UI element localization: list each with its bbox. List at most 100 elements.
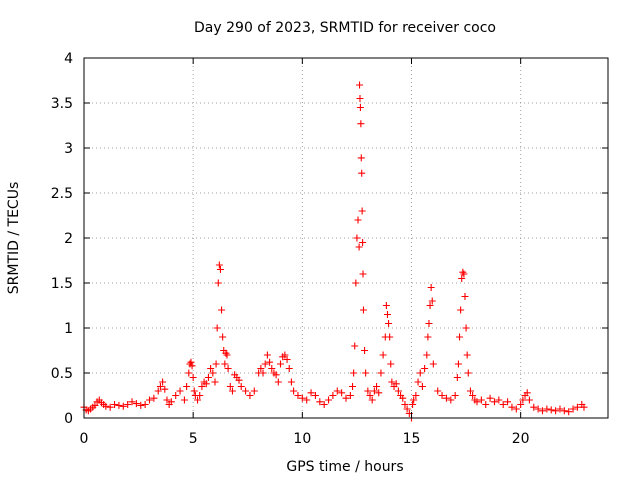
y-tick-label: 2.5 (51, 186, 73, 202)
data-point (426, 302, 434, 309)
data-point (486, 394, 494, 402)
data-point (466, 387, 474, 395)
data-point (161, 385, 169, 393)
data-point (351, 342, 359, 350)
data-point (425, 320, 433, 327)
data-point (456, 333, 464, 341)
data-point (490, 398, 498, 406)
data-point (427, 284, 435, 291)
data-point (188, 362, 196, 370)
data-point (547, 406, 555, 414)
data-point (447, 396, 455, 404)
x-tick-label: 20 (512, 431, 530, 447)
data-point (167, 398, 175, 406)
data-point (453, 374, 461, 381)
data-point (176, 387, 184, 395)
data-point (287, 378, 295, 386)
data-point (457, 306, 465, 314)
data-point (274, 378, 282, 386)
data-point (359, 306, 367, 314)
data-point (552, 407, 560, 415)
data-point (429, 360, 437, 368)
data-point (458, 275, 466, 282)
data-point (428, 297, 436, 305)
data-point (352, 279, 360, 287)
data-point (224, 365, 232, 372)
data-point (115, 401, 123, 409)
data-point (534, 405, 542, 413)
data-point (209, 369, 217, 377)
data-point (146, 396, 153, 404)
data-point (223, 351, 231, 359)
data-point (119, 402, 127, 410)
data-point (163, 396, 171, 404)
data-point (353, 234, 361, 242)
data-point (211, 378, 219, 386)
data-point (281, 351, 289, 359)
data-point (263, 351, 271, 359)
data-point (216, 266, 224, 273)
data-point (172, 392, 180, 399)
data-point (196, 392, 204, 399)
data-point (356, 81, 364, 89)
data-point (388, 378, 396, 386)
data-point (556, 405, 564, 413)
data-point (530, 403, 538, 411)
data-point (356, 104, 364, 111)
data-point (573, 403, 581, 411)
data-point (495, 396, 503, 404)
data-point (303, 396, 311, 404)
data-point (294, 392, 302, 399)
data-point (383, 311, 391, 318)
data-point (401, 401, 409, 408)
data-point (356, 95, 364, 102)
data-point (410, 396, 418, 404)
data-point (150, 394, 158, 402)
data-point (329, 392, 337, 399)
grid-lines (84, 58, 608, 418)
data-point (477, 396, 485, 404)
data-point (212, 360, 220, 368)
data-point (469, 392, 477, 399)
data-point (366, 392, 374, 399)
data-point (268, 365, 276, 372)
data-point (137, 401, 145, 409)
data-point (451, 392, 459, 399)
data-point (128, 398, 136, 406)
data-point (325, 396, 333, 404)
data-point (357, 120, 365, 128)
data-point (414, 378, 422, 386)
data-point (141, 401, 149, 408)
data-point (382, 302, 390, 309)
data-point (525, 396, 533, 404)
data-point (198, 383, 206, 390)
data-point (190, 387, 198, 395)
data-point (272, 371, 280, 379)
data-point (333, 387, 341, 395)
data-point (359, 270, 367, 278)
y-tick-label: 4 (64, 51, 73, 67)
data-point (375, 389, 383, 397)
data-point (463, 351, 471, 359)
data-point (512, 405, 520, 413)
data-point (508, 403, 516, 411)
y-tick-label: 0.5 (51, 366, 73, 382)
data-point (316, 398, 324, 406)
data-point (385, 320, 393, 327)
data-point (358, 169, 366, 177)
y-axis-label: SRMTID / TECUs (6, 182, 22, 295)
data-point (226, 383, 234, 390)
data-point (434, 387, 442, 395)
data-point (132, 400, 140, 408)
y-tick-label: 0 (64, 411, 73, 427)
data-point (523, 389, 531, 397)
data-point (156, 383, 164, 390)
axis-ticks (83, 57, 608, 419)
y-tick-label: 1.5 (51, 276, 73, 292)
x-axis-label: GPS time / hours (286, 459, 403, 475)
x-tick-label: 0 (80, 431, 89, 447)
data-point (373, 383, 381, 390)
data-point (180, 396, 188, 404)
data-point (338, 389, 346, 397)
y-tick-label: 1 (64, 321, 73, 337)
